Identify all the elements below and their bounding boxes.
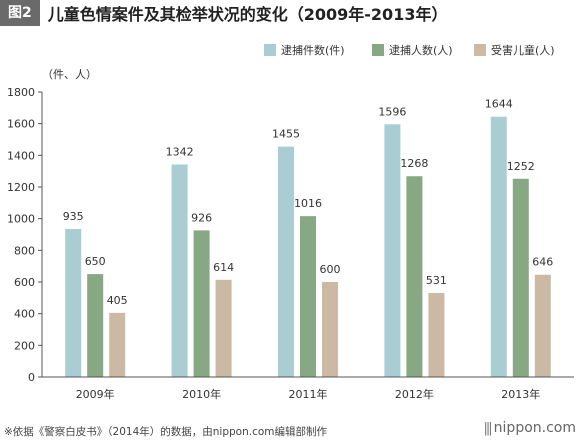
bar-value-label: 405 bbox=[107, 294, 128, 307]
bar bbox=[428, 292, 445, 377]
bar-value-label: 531 bbox=[426, 274, 447, 287]
y-axis-unit-label: （件、人） bbox=[42, 68, 97, 81]
x-axis: 2009年 2010年 2011年 2012年 2013年 bbox=[42, 376, 574, 401]
bar bbox=[109, 312, 126, 377]
bar bbox=[512, 178, 529, 377]
bar-value-label: 1455 bbox=[272, 128, 300, 141]
y-axis: 0 200 400 600 800 1000 1200 1400 1600 1800 bbox=[7, 86, 43, 384]
bar-value-label: 1268 bbox=[400, 157, 428, 170]
bar bbox=[322, 282, 338, 377]
bar bbox=[300, 216, 316, 377]
y-tick-label: 800 bbox=[14, 244, 35, 257]
logo-text: nippon.com bbox=[493, 420, 576, 436]
source-note: ※依据《警察白皮书》（2014年）的数据，由nippon.com编辑部制作 bbox=[4, 426, 328, 438]
bar bbox=[87, 274, 104, 377]
y-tick-label: 600 bbox=[14, 276, 35, 289]
x-tick-label: 2013年 bbox=[501, 387, 540, 401]
y-tick-label: 200 bbox=[14, 339, 35, 352]
legend: 逮捕件数(件) 逮捕人数(人) 受害儿童(人) bbox=[264, 43, 555, 57]
bar bbox=[384, 124, 401, 377]
legend-label: 逮捕人数(人) bbox=[389, 43, 453, 57]
y-tick-label: 1000 bbox=[7, 213, 35, 226]
y-tick-label: 0 bbox=[28, 371, 35, 384]
y-tick-label: 1600 bbox=[7, 118, 35, 131]
chart-header: 图2 儿童色情案件及其检举状况的变化（2009年-2013年） bbox=[0, 0, 584, 26]
y-tick-label: 1400 bbox=[7, 149, 35, 162]
bar-value-label: 1016 bbox=[294, 197, 322, 210]
bar-value-label: 1644 bbox=[485, 98, 513, 111]
bar-value-label: 1596 bbox=[378, 105, 406, 118]
bar-value-label: 600 bbox=[320, 263, 341, 276]
y-tick-label: 1200 bbox=[7, 181, 35, 194]
bar-value-label: 935 bbox=[63, 210, 84, 223]
bar-value-label: 646 bbox=[532, 256, 553, 269]
bar-value-label: 926 bbox=[191, 211, 212, 224]
x-tick-label: 2012年 bbox=[395, 387, 434, 401]
bar-value-label: 650 bbox=[85, 255, 106, 268]
bar bbox=[65, 228, 82, 377]
bar bbox=[278, 146, 294, 377]
legend-swatch bbox=[474, 44, 486, 56]
bar bbox=[171, 164, 188, 377]
bars: 935 650 405 1342 926 614 1455 1016 600 1596 1268 53… bbox=[63, 98, 553, 377]
legend-swatch bbox=[372, 44, 384, 56]
bar-value-label: 1342 bbox=[166, 146, 194, 159]
bar-value-label: 614 bbox=[213, 261, 234, 274]
chart-title: 儿童色情案件及其检举状况的变化（2009年-2013年） bbox=[47, 5, 448, 24]
bar bbox=[534, 274, 551, 377]
bar bbox=[490, 116, 507, 377]
y-tick-label: 1800 bbox=[7, 86, 35, 99]
x-tick-label: 2010年 bbox=[182, 387, 221, 401]
logo-icon: ||| bbox=[483, 420, 493, 436]
x-tick-label: 2009年 bbox=[76, 387, 115, 401]
figure-tag: 图2 bbox=[0, 0, 40, 26]
x-tick-label: 2011年 bbox=[289, 387, 328, 401]
nippon-logo: ||| nippon.com bbox=[484, 420, 576, 436]
bar-value-label: 1252 bbox=[507, 160, 535, 173]
bar bbox=[406, 176, 423, 377]
bar bbox=[215, 279, 232, 377]
legend-label: 逮捕件数(件) bbox=[281, 43, 345, 57]
bar bbox=[193, 230, 210, 377]
legend-label: 受害儿童(人) bbox=[491, 43, 555, 57]
y-tick-label: 400 bbox=[14, 308, 35, 321]
legend-swatch bbox=[264, 44, 276, 56]
